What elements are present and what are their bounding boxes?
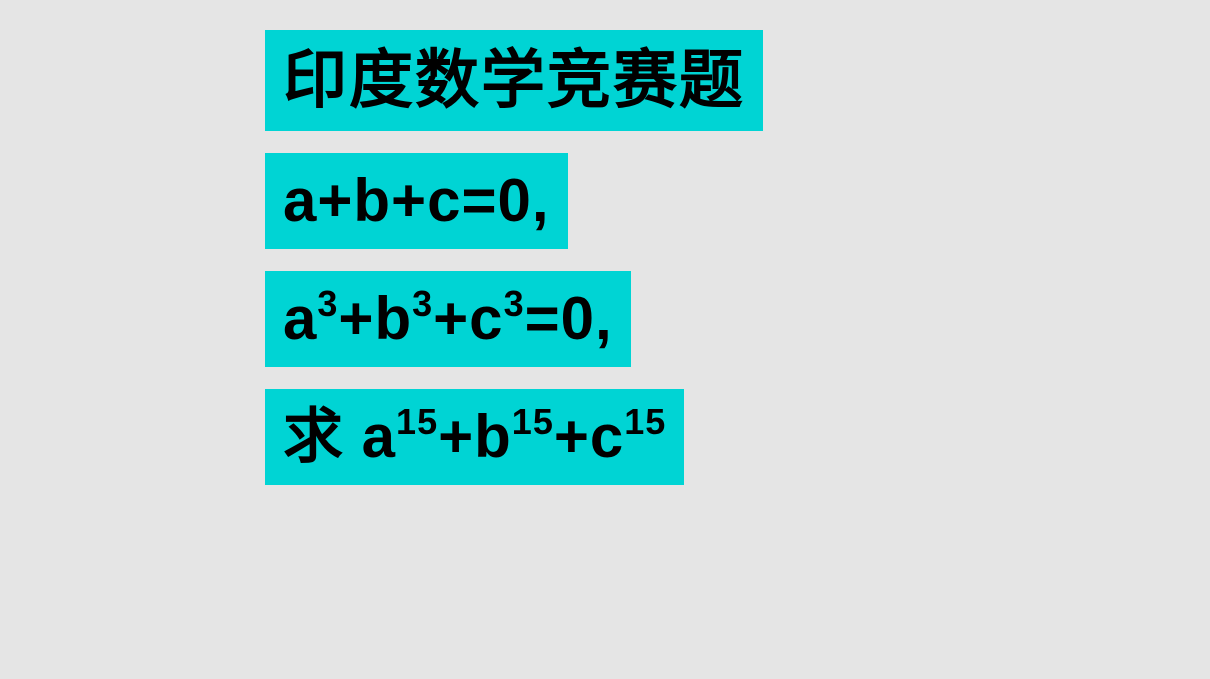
eq2-suffix: =0, [525,285,613,352]
eq3-part-b: +b [438,403,512,470]
equation-3: 求 a15+b15+c15 [265,389,684,485]
eq2-part-a: a [283,285,317,352]
eq3-exp-3: 15 [624,401,666,442]
eq2-part-c: +c [433,285,503,352]
equation-1: a+b+c=0, [265,153,568,249]
eq3-exp-2: 15 [512,401,554,442]
problem-title: 印度数学竞赛题 [265,30,763,131]
eq3-exp-1: 15 [396,401,438,442]
math-problem-container: 印度数学竞赛题 a+b+c=0, a3+b3+c3=0, 求 a15+b15+c… [265,30,763,507]
equation-2: a3+b3+c3=0, [265,271,631,367]
eq2-exp-2: 3 [412,283,433,324]
eq2-exp-1: 3 [317,283,338,324]
eq3-part-c: +c [554,403,624,470]
eq2-part-b: +b [338,285,412,352]
eq3-prefix: 求 a [283,403,396,470]
eq2-exp-3: 3 [504,283,525,324]
